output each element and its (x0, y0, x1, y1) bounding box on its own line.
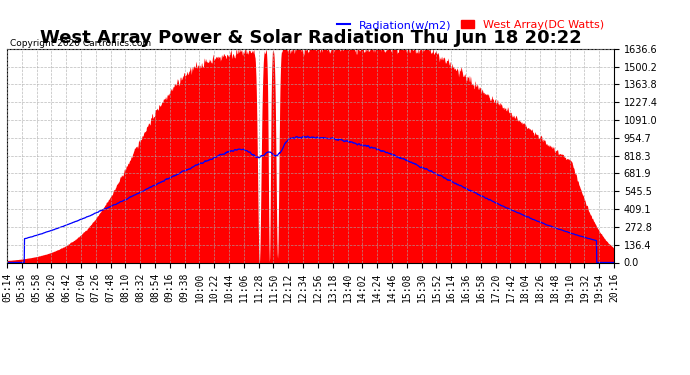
Text: Copyright 2020 Cartronics.com: Copyright 2020 Cartronics.com (10, 39, 152, 48)
Legend: Radiation(w/m2), West Array(DC Watts): Radiation(w/m2), West Array(DC Watts) (333, 16, 609, 35)
Title: West Array Power & Solar Radiation Thu Jun 18 20:22: West Array Power & Solar Radiation Thu J… (39, 29, 582, 47)
